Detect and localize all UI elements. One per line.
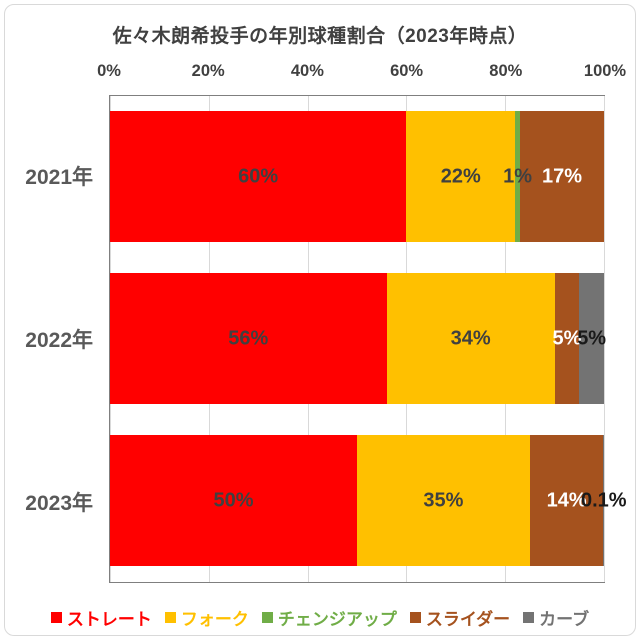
chart-container: 佐々木朗希投手の年別球種割合（2023年時点） 0% 20% 40% 60% 80% 10…: [4, 4, 636, 636]
legend-swatch-icon: [409, 611, 421, 623]
y-axis-label: 2021年: [25, 166, 93, 190]
bar-row: 50% 35% 14% 0.1%: [110, 420, 627, 582]
bar-segment: [110, 435, 357, 567]
bar-segment: [520, 111, 604, 243]
x-axis-tick: 80%: [489, 62, 523, 80]
y-axis-labels: 2021年 2022年 2023年: [5, 95, 101, 583]
y-axis-label: 2022年: [25, 329, 93, 352]
legend-label: カーブ: [539, 609, 590, 629]
bar-segment: [554, 273, 580, 405]
legend-swatch-icon: [261, 611, 273, 623]
chart-title: 佐々木朗希投手の年別球種割合（2023年時点）: [112, 26, 528, 47]
legend-label: フォーク: [180, 609, 249, 629]
segment-label: 0.1%: [580, 489, 627, 512]
bar-segment: [515, 111, 520, 243]
bar-segment: [406, 111, 516, 243]
x-axis-tick: 100%: [583, 62, 627, 80]
legend-item: カーブ: [523, 605, 589, 630]
stacked-bar: 56% 34% 5% 5%: [110, 273, 607, 405]
segment-label: 56%: [228, 327, 269, 350]
y-axis-label: 2023年: [25, 491, 93, 515]
segment-label: 5%: [552, 327, 582, 350]
bar-segment: [386, 273, 555, 405]
legend-swatch-icon: [523, 611, 535, 623]
segment-label: 1%: [503, 165, 532, 188]
legend-item: チェンジアップ: [261, 605, 397, 630]
bar-row: 56% 34% 5% 5%: [110, 258, 607, 420]
plot-area: 60% 22% 1% 17% 56% 34% 5% 5% 50% 35% 14% 0.1%: [109, 95, 627, 583]
legend-swatch-icon: [164, 611, 176, 623]
legend-swatch-icon: [50, 611, 62, 623]
x-axis: 0% 20% 40% 60% 80% 100%: [97, 62, 626, 84]
bar-row: 60% 22% 1% 17%: [110, 96, 604, 258]
bar-segment: [529, 435, 604, 567]
segment-label: 14%: [546, 489, 587, 512]
segment-label: 34%: [450, 327, 491, 350]
bar-segment: [579, 273, 604, 405]
legend-item: フォーク: [164, 605, 249, 630]
bar-segment: [110, 273, 387, 405]
stacked-bar: 60% 22% 1% 17%: [110, 111, 604, 243]
legend: ストレート フォーク チェンジアップ スライダー カーブ: [5, 604, 635, 630]
legend-item: スライダー: [409, 605, 511, 630]
legend-label: ストレート: [66, 609, 152, 629]
legend-label: チェンジアップ: [277, 609, 397, 629]
segment-label: 50%: [213, 489, 254, 512]
x-axis-tick: 0%: [97, 62, 121, 80]
bar-segment: [110, 111, 407, 243]
gridline: [604, 96, 605, 582]
x-axis-tick: 60%: [390, 62, 424, 80]
segment-label: 5%: [577, 327, 607, 350]
x-axis-tick: 40%: [290, 62, 324, 80]
segment-label: 35%: [423, 489, 464, 512]
bar-segment: [357, 435, 530, 567]
segment-label: 22%: [440, 165, 481, 188]
legend-item: ストレート: [50, 605, 152, 630]
x-axis-tick: 20%: [191, 62, 225, 80]
stacked-bar: 50% 35% 14% 0.1%: [110, 435, 627, 567]
segment-label: 60%: [238, 165, 279, 188]
segment-label: 17%: [541, 165, 583, 188]
legend-label: スライダー: [425, 609, 511, 629]
